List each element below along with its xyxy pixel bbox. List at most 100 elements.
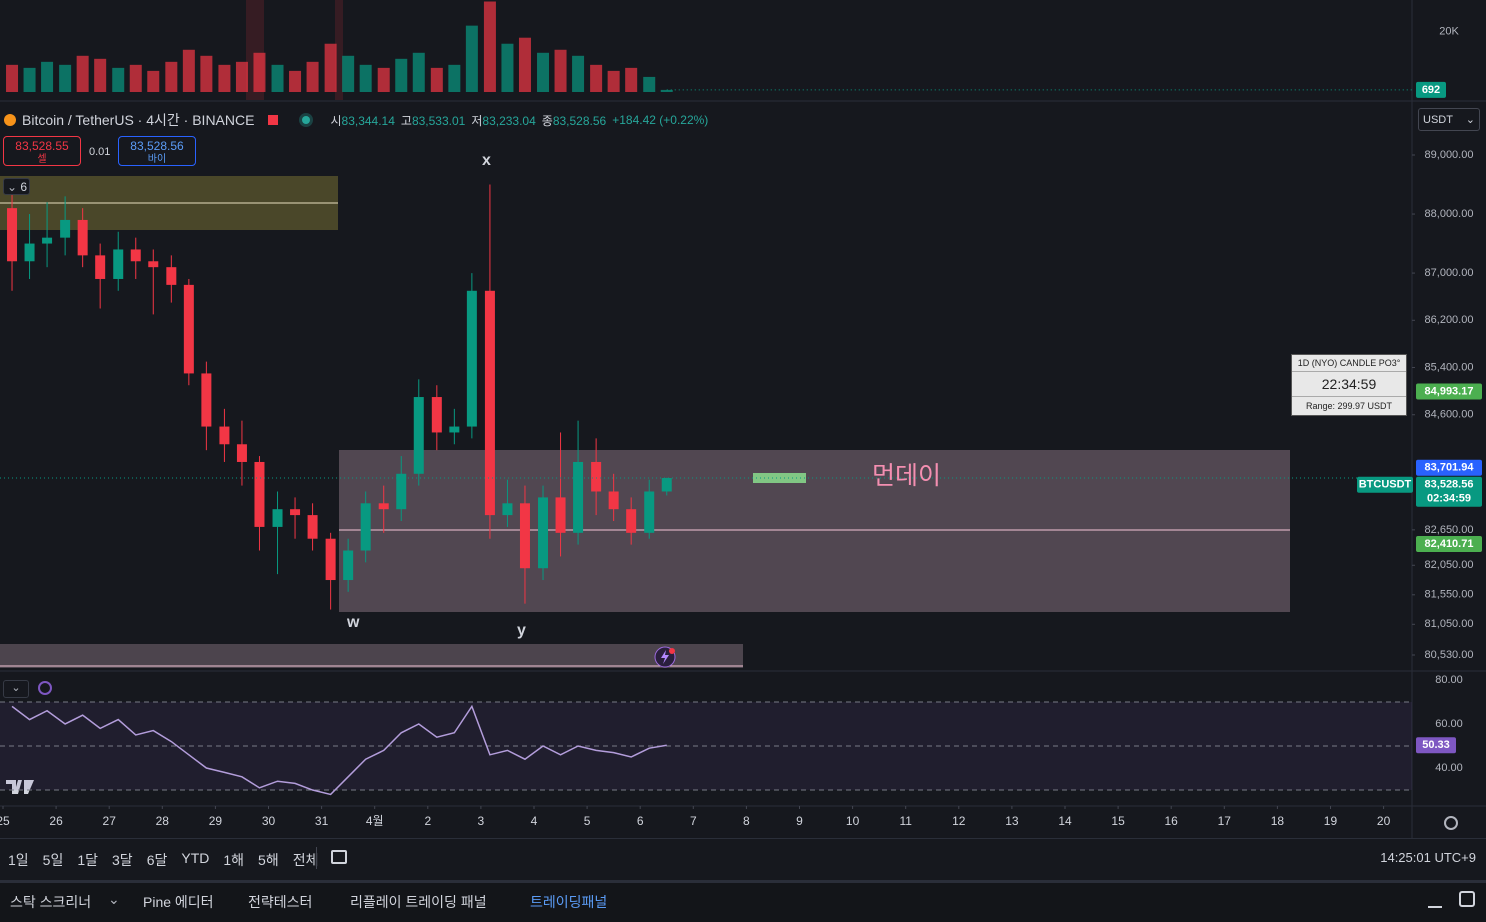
- panel-tab[interactable]: 트레이딩패널: [530, 894, 608, 910]
- x-tick-label: 17: [1218, 814, 1232, 828]
- volume-bar: [660, 89, 673, 92]
- marker: [753, 473, 806, 483]
- volume-bar: [147, 70, 160, 92]
- chart-area: 89,000.00 88,000.00 87,000.00 86,200.00 85,4…: [0, 0, 1486, 838]
- y-tick-label: 89,000.00: [1425, 149, 1474, 161]
- volume-bar: [590, 64, 603, 92]
- x-tick-label: 16: [1165, 814, 1179, 828]
- candle-body: [555, 497, 566, 533]
- range-button[interactable]: 1일: [8, 852, 29, 868]
- candle-body: [290, 509, 301, 516]
- y-tick-label: 82,050.00: [1425, 559, 1474, 571]
- widget-timer: 22:34:59: [1292, 372, 1406, 397]
- indicator-toggle[interactable]: ⌄ 6: [3, 178, 30, 195]
- annotation: 먼데이: [872, 462, 942, 490]
- range-button[interactable]: YTD: [181, 850, 210, 866]
- candle-body: [166, 267, 177, 285]
- range-button[interactable]: 3달: [112, 852, 133, 868]
- candle-body: [148, 261, 159, 268]
- annotation: w: [347, 614, 360, 631]
- currency: USDT: [1423, 114, 1453, 126]
- price-badge: [1416, 459, 1482, 476]
- clock[interactable]: 14:25:01 UTC+9: [1380, 850, 1476, 865]
- volume-bar: [412, 52, 425, 92]
- buy-button[interactable]: 83,528.56 바이: [118, 136, 196, 166]
- panel-tab[interactable]: 스탁 스크리너: [10, 894, 92, 910]
- annotation: x: [482, 152, 491, 169]
- gear[interactable]: [1444, 816, 1458, 830]
- order-quantity[interactable]: 0.01: [89, 146, 111, 158]
- x-tick-label: 2: [424, 814, 431, 828]
- volume-bar: [76, 55, 89, 92]
- x-tick-label: 3: [478, 814, 485, 828]
- y-tick-label: 85,400.00: [1425, 361, 1474, 373]
- x-tick-label: 28: [156, 814, 170, 828]
- x-tick-label: 31: [315, 814, 329, 828]
- volume-bar: [112, 67, 125, 92]
- rsi-icon[interactable]: [38, 681, 52, 695]
- ohlc-value: 83,533.01: [411, 113, 466, 128]
- range-button[interactable]: 1해: [223, 852, 245, 868]
- flag-icon[interactable]: [268, 115, 279, 125]
- x-tick-label: 10: [846, 814, 860, 828]
- tab-chevron[interactable]: ⌄: [108, 891, 120, 907]
- calendar-icon[interactable]: [331, 850, 347, 864]
- volume-bar: [289, 70, 302, 92]
- candle-body: [449, 426, 460, 433]
- price-badge: [1416, 535, 1482, 552]
- status-dot: [302, 116, 311, 124]
- volume-badge-label: 692: [1422, 84, 1440, 96]
- range-button[interactable]: 5일: [42, 852, 64, 868]
- x-tick-label: 4: [531, 814, 538, 828]
- last-price: 83,528.56: [1425, 479, 1474, 491]
- currency-dropdown[interactable]: USDT ⌄: [1418, 108, 1480, 131]
- minimize-icon[interactable]: [1428, 892, 1442, 908]
- rsi-line: [11, 704, 667, 796]
- volume-bar: [342, 55, 355, 92]
- ohlc-label: 종: [541, 113, 553, 128]
- volume-bar: [430, 67, 443, 92]
- volume-bar: [200, 55, 213, 92]
- symbol-header: Bitcoin / TetherUS · 4시간 · BINANCE 시83,3…: [4, 110, 708, 130]
- range-button[interactable]: 전체: [292, 852, 319, 868]
- candle-body: [113, 249, 124, 279]
- buy-price: 83,528.56: [130, 139, 184, 153]
- range-button[interactable]: 6달: [146, 852, 168, 868]
- maximize-icon[interactable]: [1459, 891, 1475, 907]
- sell-label: 셀: [37, 154, 47, 165]
- sell-button[interactable]: 83,528.55 셀: [3, 136, 81, 166]
- volume-bar: [501, 43, 514, 92]
- volume-bar: [23, 67, 36, 92]
- volume-bar: [448, 64, 461, 92]
- bottom-toolbar: 1일 5일 1달 3달 6달 YTD 1해 5해 전체 14:25:01 UTC+9: [0, 838, 1486, 877]
- x-tick-label: 30: [262, 814, 276, 828]
- volume-bar: [129, 64, 142, 92]
- y-tick-label: 86,200.00: [1425, 314, 1474, 326]
- y-tick-label: 81,050.00: [1425, 618, 1474, 630]
- panel-tab[interactable]: 전략테스터: [248, 894, 313, 910]
- settings-icon[interactable]: [1444, 816, 1458, 830]
- y-tick-label: 82,650.00: [1425, 524, 1474, 536]
- volume-bar: [271, 64, 284, 92]
- range-button[interactable]: 5해: [258, 852, 279, 868]
- candle-body: [254, 461, 265, 527]
- widget-title: 1D (NYO) CANDLE PO3°: [1292, 355, 1406, 372]
- rsi-toggle[interactable]: ⌄: [3, 680, 29, 698]
- volume-bar: [306, 61, 319, 92]
- annotation: y: [517, 622, 526, 639]
- candle-body: [661, 477, 672, 492]
- symbol-badge: [1357, 476, 1413, 493]
- rsi-badge-label: 50.33: [1422, 739, 1450, 751]
- rsi-badge: [1416, 737, 1456, 754]
- panel-tab[interactable]: Pine 에디터: [143, 894, 214, 910]
- volume-bar: [554, 49, 567, 92]
- candle-body: [484, 290, 495, 516]
- candle-body: [573, 461, 584, 533]
- candle-body: [24, 243, 35, 262]
- panel-tab[interactable]: 리플레이 트레이딩 패널: [350, 894, 487, 910]
- candle-body: [626, 509, 637, 533]
- x-tick-label: 29: [209, 814, 223, 828]
- x-tick-label: 7: [690, 814, 697, 828]
- range-button[interactable]: 1달: [77, 852, 99, 868]
